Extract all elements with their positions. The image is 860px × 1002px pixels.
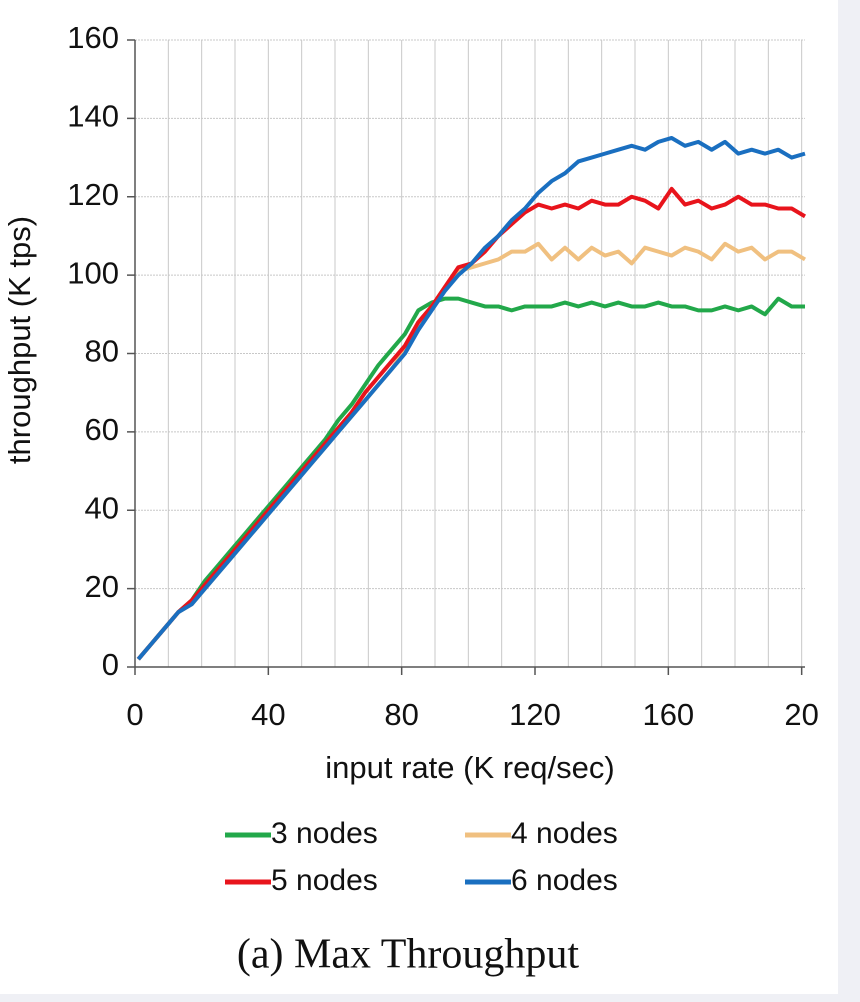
x-axis-label: input rate (K req/sec) xyxy=(325,750,614,785)
plot-area: 0 20 40 60 80 100 120 140 160 0 40 80 120 160 20 xyxy=(67,20,819,732)
y-tick-label: 140 xyxy=(67,99,119,134)
y-tick-label: 20 xyxy=(85,569,119,604)
x-tick-label: 20 xyxy=(784,697,818,732)
y-tick-label: 60 xyxy=(85,412,119,447)
series-line xyxy=(136,296,805,661)
legend-label: 6 nodes xyxy=(511,864,618,897)
caption: (a) Max Throughput xyxy=(237,932,579,978)
x-tick-label: 80 xyxy=(384,697,418,732)
x-tick-label: 0 xyxy=(126,697,143,732)
x-tick-label: 160 xyxy=(642,697,694,732)
y-tick-label: 120 xyxy=(67,177,119,212)
y-tick-label: 40 xyxy=(85,490,119,525)
y-tick-label: 80 xyxy=(85,334,119,369)
legend-label: 4 nodes xyxy=(511,817,618,850)
y-axis-label: throughput (K tps) xyxy=(2,216,37,464)
x-tick-label: 120 xyxy=(509,697,561,732)
x-tick-label: 40 xyxy=(251,697,285,732)
series-line xyxy=(136,135,806,661)
legend-label: 3 nodes xyxy=(271,817,378,850)
legend-label: 5 nodes xyxy=(271,864,378,897)
y-tick-label: 160 xyxy=(67,20,119,55)
y-tick-label: 0 xyxy=(102,647,119,682)
y-tick-label: 100 xyxy=(67,255,119,290)
panel xyxy=(0,0,838,994)
